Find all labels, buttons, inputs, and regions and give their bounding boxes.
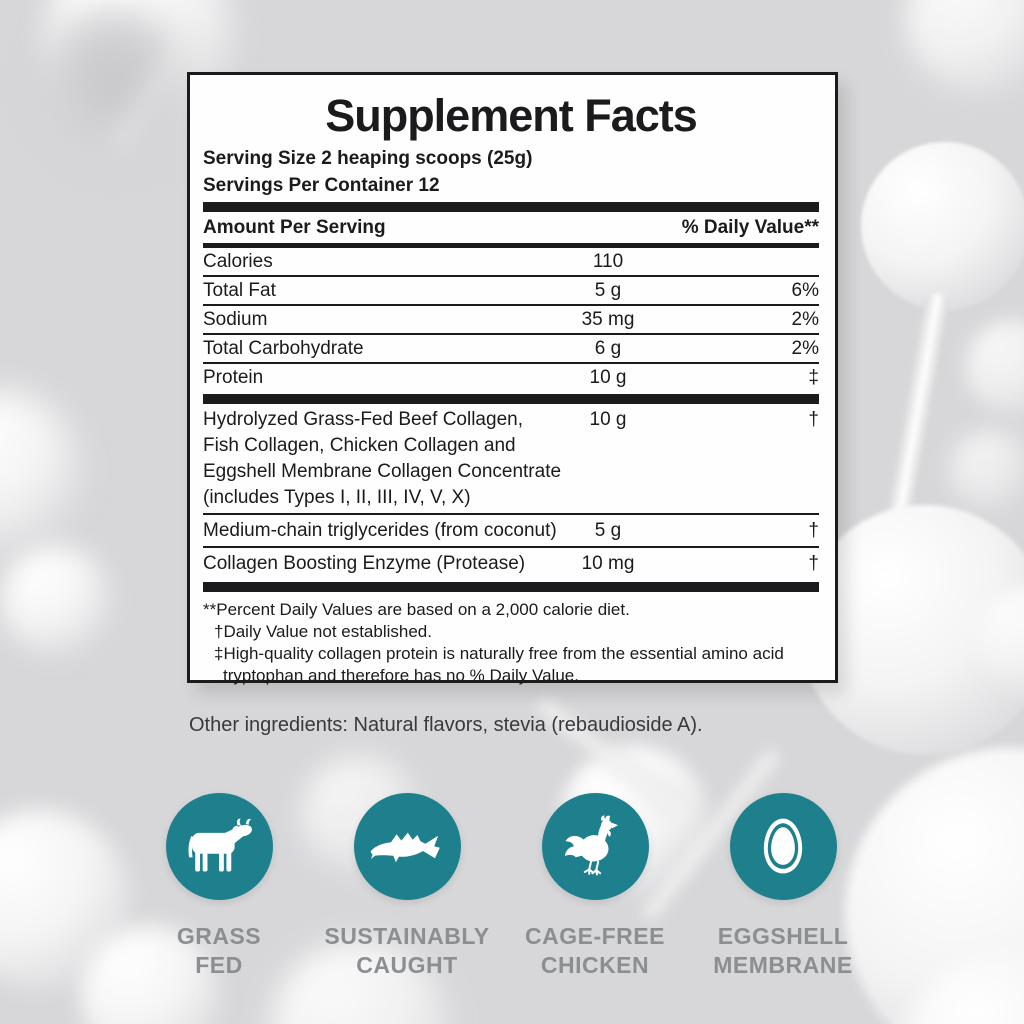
- servings-per-container: Servings Per Container 12: [203, 175, 440, 196]
- chicken-icon: [541, 793, 649, 900]
- divider-thick: [203, 394, 819, 404]
- feature-badge: CAGE-FREE CHICKEN: [501, 793, 689, 980]
- badge-label: GRASS FED: [177, 922, 261, 980]
- table-header: Amount Per Serving % Daily Value**: [203, 212, 819, 243]
- ingredient-name-line: Eggshell Membrane Collagen Concentrate: [203, 461, 562, 482]
- nutrient-daily-value: ‡: [808, 367, 819, 388]
- molecule-sphere: [905, 0, 1024, 95]
- nutrient-row: Total Fat 5 g 6%: [203, 277, 819, 306]
- badge-label-line: CAUGHT: [356, 952, 458, 978]
- ingredient-name-line: Medium-chain triglycerides (from coconut…: [203, 520, 557, 541]
- nutrient-row: Calories 110: [203, 248, 819, 277]
- amount-per-serving-header: Amount Per Serving: [203, 217, 386, 238]
- molecule-sphere: [950, 430, 1024, 510]
- badge-label-line: FED: [195, 952, 243, 978]
- nutrient-row: Protein 10 g ‡: [203, 364, 819, 391]
- feature-badge: EGGSHELL MEMBRANE: [689, 793, 877, 980]
- nutrient-name: Protein: [203, 367, 264, 388]
- badge-label: EGGSHELL MEMBRANE: [713, 922, 852, 980]
- molecule-sphere: [861, 142, 1024, 310]
- molecule-sphere: [965, 320, 1024, 415]
- nutrient-amount: 5 g: [594, 280, 622, 301]
- nutrient-table: Calories 110 Total Fat 5 g 6% Sodium 35 mg 2% To…: [203, 248, 819, 391]
- ingredient-row: Medium-chain triglycerides (from coconut…: [203, 515, 819, 548]
- molecule-sphere: [0, 545, 110, 655]
- feature-badges: GRASS FED SUSTAINABLY CAUGHT CAGE-FREE CHICKE…: [125, 793, 877, 980]
- footnote: **Percent Daily Values are based on a 2,…: [203, 600, 630, 619]
- panel-title: Supplement Facts: [325, 90, 698, 141]
- feature-badge: SUSTAINABLY CAUGHT: [313, 793, 501, 980]
- divider-thick: [203, 582, 819, 592]
- ingredient-name: Collagen Boosting Enzyme (Protease): [203, 551, 543, 577]
- nutrient-daily-value: 2%: [791, 338, 819, 359]
- badge-label-line: GRASS: [176, 923, 262, 949]
- nutrient-daily-value: 2%: [791, 309, 819, 330]
- ingredient-name: Medium-chain triglycerides (from coconut…: [203, 518, 557, 544]
- supplement-facts-panel: Supplement Facts Serving Size 2 heaping …: [187, 72, 838, 685]
- fish-icon: [353, 793, 461, 900]
- badge-label-line: SUSTAINABLY: [324, 923, 490, 949]
- ingredient-daily-value: †: [808, 553, 819, 574]
- molecule-bond: [884, 291, 952, 528]
- nutrient-name: Sodium: [203, 309, 268, 330]
- nutrient-row: Sodium 35 mg 2%: [203, 306, 819, 335]
- nutrient-name: Total Carbohydrate: [203, 338, 364, 359]
- nutrient-name: Total Fat: [203, 280, 276, 301]
- nutrient-amount: 110: [592, 251, 624, 272]
- ingredient-name-line: Collagen Boosting Enzyme (Protease): [203, 553, 526, 574]
- nutrient-name: Calories: [203, 251, 273, 272]
- feature-badge: GRASS FED: [125, 793, 313, 980]
- ingredient-amount: 5 g: [594, 520, 622, 541]
- nutrient-amount: 10 g: [589, 367, 627, 388]
- daily-value-header: % Daily Value**: [681, 217, 819, 238]
- badge-label-line: CAGE-FREE: [525, 923, 665, 949]
- nutrient-amount: 35 mg: [581, 309, 635, 330]
- serving-size: Serving Size 2 heaping scoops (25g): [203, 148, 533, 169]
- badge-label: CAGE-FREE CHICKEN: [525, 922, 665, 980]
- ingredient-amount: 10 mg: [581, 553, 635, 574]
- ingredient-name-line: Fish Collagen, Chicken Collagen and: [203, 435, 516, 456]
- footnotes: **Percent Daily Values are based on a 2,…: [203, 592, 808, 687]
- badge-label-line: MEMBRANE: [713, 952, 853, 978]
- divider-medium: [203, 243, 819, 248]
- ingredient-daily-value: †: [808, 409, 819, 430]
- badge-label-line: CHICKEN: [540, 952, 650, 978]
- egg-icon: [729, 793, 837, 900]
- ingredient-name: Hydrolyzed Grass-Fed Beef Collagen, Fish …: [203, 407, 562, 511]
- ingredient-name-line: (includes Types I, II, III, IV, V, X): [203, 487, 471, 508]
- footnote: †Daily Value not established.: [214, 622, 432, 641]
- ingredient-name-line: Hydrolyzed Grass-Fed Beef Collagen,: [203, 409, 523, 430]
- other-ingredients: Other ingredients: Natural flavors, stev…: [189, 714, 703, 736]
- ingredient-amount: 10 g: [589, 409, 627, 430]
- nutrient-amount: 6 g: [594, 338, 622, 359]
- molecule-sphere: [0, 390, 80, 550]
- cow-icon: [165, 793, 273, 900]
- badge-label: SUSTAINABLY CAUGHT: [324, 922, 489, 980]
- footnote: ‡High-quality collagen protein is natura…: [214, 644, 784, 685]
- divider-thick: [203, 202, 819, 212]
- badge-label-line: EGGSHELL: [717, 923, 849, 949]
- ingredient-row: Collagen Boosting Enzyme (Protease) 10 mg…: [203, 548, 819, 579]
- ingredient-row: Hydrolyzed Grass-Fed Beef Collagen, Fish …: [203, 404, 819, 515]
- nutrient-row: Total Carbohydrate 6 g 2%: [203, 335, 819, 364]
- nutrient-daily-value: 6%: [791, 280, 819, 301]
- ingredient-daily-value: †: [808, 520, 819, 541]
- ingredient-table: Hydrolyzed Grass-Fed Beef Collagen, Fish …: [203, 404, 819, 579]
